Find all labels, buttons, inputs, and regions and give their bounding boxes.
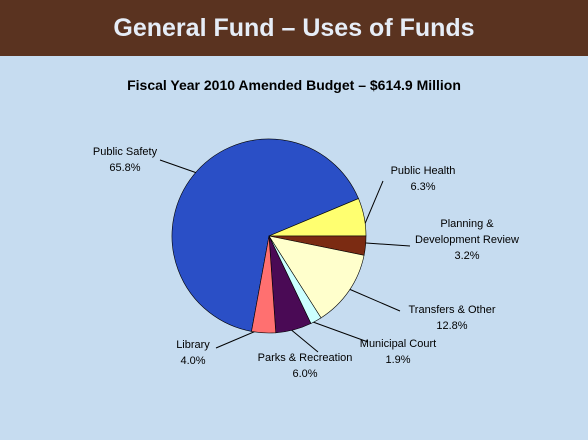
leader-line: [363, 180, 384, 227]
slice-value-label: 6.0%: [292, 368, 318, 380]
leader-line: [288, 327, 319, 353]
chart-subtitle: Fiscal Year 2010 Amended Budget – $614.9…: [127, 77, 461, 93]
slice-label: Public Safety: [92, 146, 158, 158]
leader-line: [312, 321, 369, 343]
pie-slice: [268, 235, 365, 319]
slice-value-label: 12.8%: [436, 320, 468, 332]
pie-slice: [251, 235, 277, 334]
leader-line: [159, 159, 198, 174]
leader-line: [365, 242, 411, 247]
pie-slice: [171, 138, 359, 332]
slice-label: Planning & Development Review: [415, 218, 519, 246]
slice-value-label: 4.0%: [180, 355, 206, 367]
slice-label: Library: [176, 339, 210, 351]
slice-value-label: 1.9%: [385, 354, 411, 366]
slice-value-label: 65.8%: [109, 162, 141, 174]
slice-label: Municipal Court: [359, 338, 437, 350]
leader-line: [348, 288, 401, 312]
leader-line: [215, 330, 257, 349]
leader-lines: [159, 159, 411, 353]
slice-label: Transfers & Other: [408, 304, 496, 316]
slice-label: Public Health: [390, 165, 456, 177]
slice-value-label: 6.3%: [410, 181, 436, 193]
slice-label: Parks & Recreation: [257, 352, 353, 364]
banner: [0, 0, 588, 56]
chart-title: General Fund – Uses of Funds: [113, 14, 475, 42]
slice-value-label: 3.2%: [454, 250, 480, 262]
